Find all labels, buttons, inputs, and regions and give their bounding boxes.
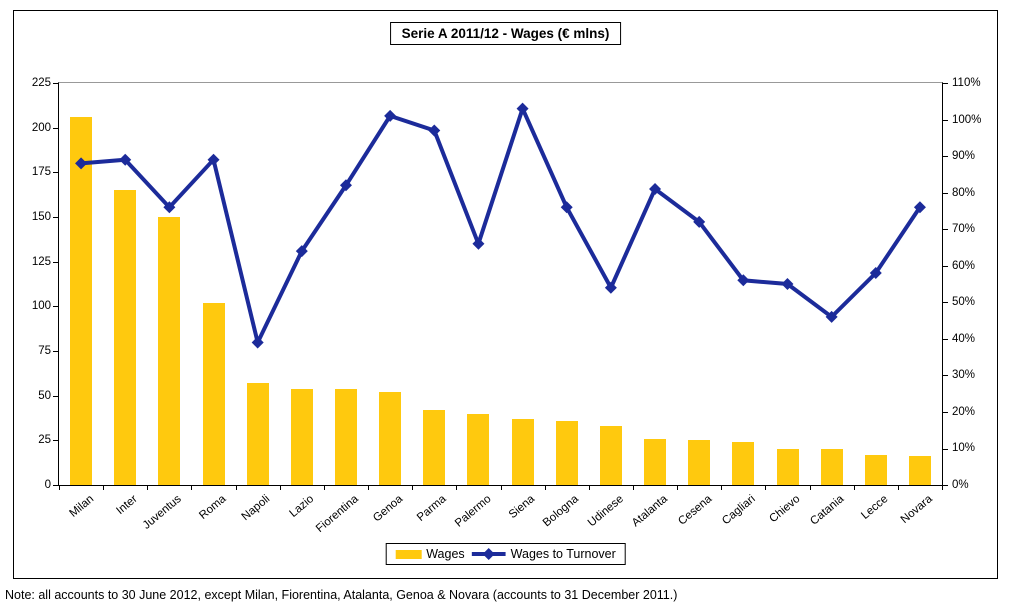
right-tick-40: 40% — [952, 332, 976, 345]
bar-roma — [202, 302, 225, 485]
chart-title: Serie A 2011/12 - Wages (€ mlns) — [389, 22, 622, 45]
plot-area: 0 25 50 75 100 125 150 175 200 225 0% 10% 20% 30% 40%… — [32, 77, 982, 535]
legend-item-ratio: Wages to Turnover — [471, 547, 616, 561]
marker-atalanta — [649, 183, 662, 195]
left-tick-50: 50 — [38, 389, 51, 402]
marker-siena — [516, 102, 529, 115]
bar-juventus — [158, 217, 181, 485]
bar-cesena — [688, 440, 711, 485]
marker-cagliari — [737, 274, 750, 287]
bar-chievo — [776, 449, 799, 485]
marker-catania — [825, 310, 838, 323]
wages-swatch-icon — [395, 549, 422, 559]
bar-novara — [908, 456, 931, 485]
marker-parma — [428, 124, 441, 137]
marker-fiorentina — [339, 179, 352, 192]
bar-bologna — [555, 420, 578, 485]
bar-fiorentina — [335, 388, 357, 485]
left-tick-125: 125 — [31, 255, 51, 268]
bar-udinese — [599, 426, 622, 485]
marker-lazio — [295, 245, 308, 258]
chart-note: Note: all accounts to 30 June 2012, exce… — [5, 588, 678, 602]
left-tick-225: 225 — [31, 77, 51, 89]
chart-frame: Serie A 2011/12 - Wages (€ mlns) 0 25 50 75… — [13, 10, 998, 579]
marker-juventus — [163, 201, 176, 214]
right-tick-110: 110% — [952, 77, 981, 89]
bar-palermo — [467, 413, 490, 485]
right-tick-0: 0% — [952, 479, 969, 491]
wages-to-turnover-line — [75, 102, 926, 349]
bar-catania — [820, 449, 843, 485]
bar-atalanta — [644, 438, 666, 485]
left-tick-175: 175 — [31, 166, 51, 179]
line-marker-icon — [471, 548, 506, 560]
legend-ratio-label: Wages to Turnover — [510, 547, 616, 561]
legend: Wages Wages to Turnover — [385, 543, 626, 565]
left-tick-0: 0 — [44, 479, 51, 491]
right-tick-90: 90% — [952, 150, 976, 163]
right-tick-50: 50% — [952, 296, 976, 309]
marker-palermo — [472, 237, 485, 250]
marker-novara — [913, 201, 926, 214]
right-tick-80: 80% — [952, 186, 976, 199]
marker-chievo — [781, 278, 794, 290]
bar-napoli — [246, 383, 269, 485]
right-tick-70: 70% — [952, 223, 976, 236]
marker-udinese — [604, 281, 617, 294]
left-tick-200: 200 — [31, 121, 51, 134]
bar-inter — [114, 190, 137, 485]
left-tick-100: 100 — [31, 300, 51, 313]
bar-parma — [423, 410, 446, 485]
bar-milan — [70, 116, 93, 485]
right-tick-60: 60% — [952, 259, 976, 272]
marker-napoli — [251, 336, 264, 349]
left-tick-25: 25 — [38, 434, 51, 447]
right-tick-10: 10% — [952, 442, 976, 455]
bar-siena — [511, 418, 534, 485]
marker-roma — [207, 153, 220, 166]
marker-bologna — [560, 201, 573, 214]
marker-lecce — [869, 267, 882, 279]
marker-inter — [119, 153, 132, 166]
right-tick-100: 100% — [952, 113, 982, 126]
left-tick-75: 75 — [38, 345, 51, 357]
marker-cesena — [693, 215, 706, 228]
left-tick-150: 150 — [31, 211, 51, 223]
right-tick-30: 30% — [952, 369, 976, 382]
legend-item-wages: Wages — [395, 547, 465, 561]
right-tick-20: 20% — [952, 405, 976, 418]
legend-wages-label: Wages — [426, 547, 465, 561]
marker-milan — [75, 157, 88, 170]
bar-lecce — [864, 454, 887, 485]
bar-cagliari — [732, 442, 755, 485]
bar-genoa — [379, 392, 402, 485]
bar-lazio — [290, 388, 313, 485]
marker-genoa — [384, 109, 397, 122]
